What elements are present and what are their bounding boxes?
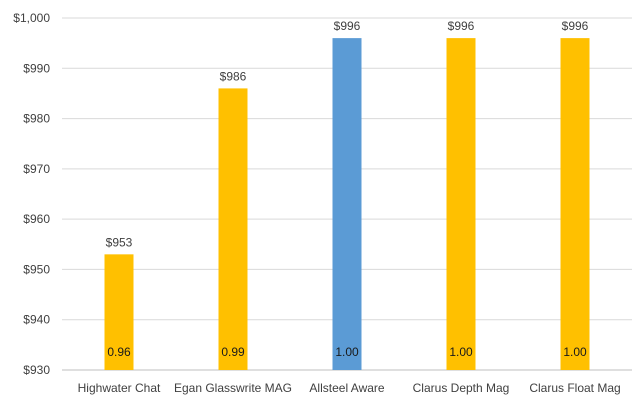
y-tick-label: $970 (23, 162, 50, 176)
bar-value-label: $996 (562, 19, 589, 33)
bar-value-label: $953 (106, 235, 133, 249)
x-tick-label: Egan Glasswrite MAG (174, 381, 292, 395)
y-tick-label: $1,000 (13, 11, 50, 25)
x-tick-label: Clarus Depth Mag (413, 381, 510, 395)
x-tick-label: Clarus Float Mag (529, 381, 620, 395)
bar-inner-label: 1.00 (335, 345, 359, 359)
y-tick-label: $940 (23, 313, 50, 327)
bar-inner-label: 1.00 (563, 345, 587, 359)
y-tick-label: $980 (23, 112, 50, 126)
bar-value-label: $986 (220, 69, 247, 83)
x-axis-categories: Highwater Chat Egan Glasswrite MAG Allstee… (78, 381, 621, 395)
bar-value-label: $996 (334, 19, 361, 33)
y-tick-label: $960 (23, 212, 50, 226)
bar (104, 254, 134, 370)
bar (446, 38, 476, 370)
bar (560, 38, 590, 370)
data-labels: $953 0.96 $986 0.99 $996 1.00 $996 1.00 $996 1.00 (106, 19, 589, 359)
bars (104, 38, 590, 371)
bar (332, 38, 362, 370)
bar-value-label: $996 (448, 19, 475, 33)
y-axis-ticks: $930 $940 $950 $960 $970 $980 $990 $1,000 (13, 11, 50, 377)
bar-inner-label: 0.99 (221, 345, 245, 359)
y-tick-label: $990 (23, 61, 50, 75)
bar (218, 88, 248, 371)
y-tick-label: $930 (23, 363, 50, 377)
bar-inner-label: 1.00 (449, 345, 473, 359)
bar-inner-label: 0.96 (107, 345, 131, 359)
y-tick-label: $950 (23, 262, 50, 276)
x-tick-label: Highwater Chat (78, 381, 161, 395)
x-tick-label: Allsteel Aware (309, 381, 384, 395)
